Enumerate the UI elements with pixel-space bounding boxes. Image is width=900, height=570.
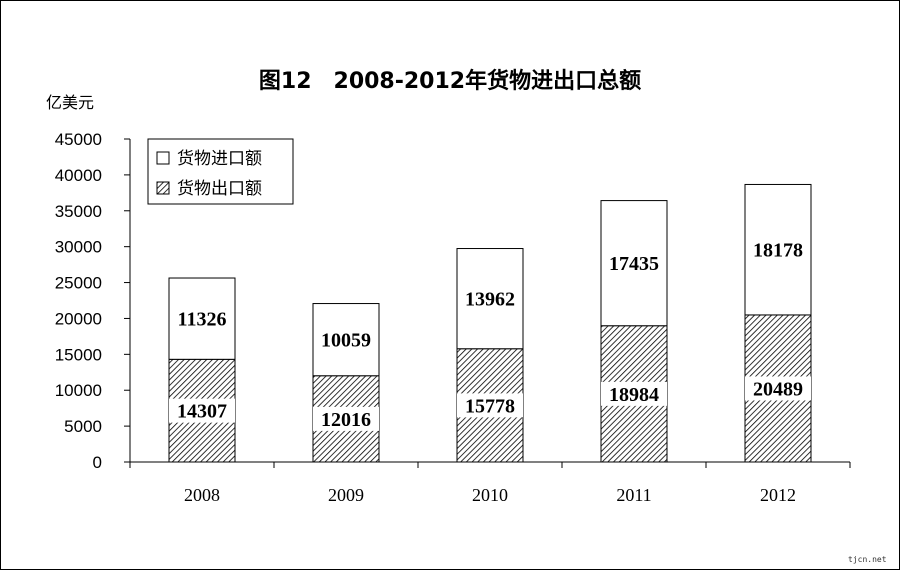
y-axis-unit-label: 亿美元 [46,93,94,112]
legend-label-export: 货物出口额 [177,179,262,199]
x-tick-label: 2009 [328,485,364,505]
watermark: tjcn.net [848,555,887,564]
legend-swatch-import [156,151,170,165]
bar-group-2010: 15778 13962 [456,248,524,463]
data-label-export: 20489 [753,378,803,400]
axes [129,139,851,468]
y-tick-label: 35000 [55,202,102,221]
x-tick-label: 2008 [184,485,220,505]
y-tick-label: 10000 [55,381,102,400]
y-tick-label: 20000 [55,309,102,328]
bar-group-2011: 18984 17435 [600,200,668,463]
chart-title: 图12 2008-2012年货物进出口总额 [259,68,641,94]
data-label-bg [313,406,379,431]
data-label-bg [169,398,235,423]
bar-group-2012: 20489 18178 [744,183,812,463]
legend-box [147,138,294,205]
x-tick-label: 2011 [616,485,651,505]
data-label-export: 12016 [321,409,371,431]
data-label-import: 13962 [465,289,515,311]
bar-group-2009: 12016 10059 [312,303,380,463]
data-label-export: 14307 [177,401,227,423]
bar-import [456,248,524,350]
data-label-bg [457,393,523,418]
bar-import [168,277,236,360]
y-tick-label: 45000 [55,130,102,149]
bar-import [744,183,812,316]
y-tick-label: 15000 [55,345,102,364]
y-tick-label: 5000 [64,417,102,436]
x-axis-ticks: 2008 2009 2010 2011 2012 [184,485,796,505]
y-tick-label: 0 [93,453,102,472]
y-tick-label: 30000 [55,238,102,257]
y-tick-label: 25000 [55,274,102,293]
data-label-import: 10059 [321,330,371,352]
data-label-import: 18178 [753,240,803,262]
legend-swatch-export [156,181,170,195]
data-label-import: 17435 [609,253,659,275]
bar-import [600,200,668,327]
bar-group-2008: 14307 11326 [168,277,236,463]
legend: 货物进口额 货物出口额 [147,138,294,205]
bar-import [312,303,380,377]
data-label-export: 15778 [465,395,515,417]
y-tick-label: 40000 [55,166,102,185]
bar-groups: 14307 11326 12016 10059 15778 13962 18984 17435… [168,183,812,463]
y-axis-ticks: 0 5000 10000 15000 20000 25000 30000 35000 40000… [55,130,130,472]
x-tick-label: 2012 [760,485,796,505]
data-label-bg [601,381,667,406]
data-label-import: 11326 [178,309,227,331]
data-label-bg [745,376,811,401]
data-label-export: 18984 [609,384,659,406]
x-tick-label: 2010 [472,485,508,505]
legend-label-import: 货物进口额 [177,149,262,169]
